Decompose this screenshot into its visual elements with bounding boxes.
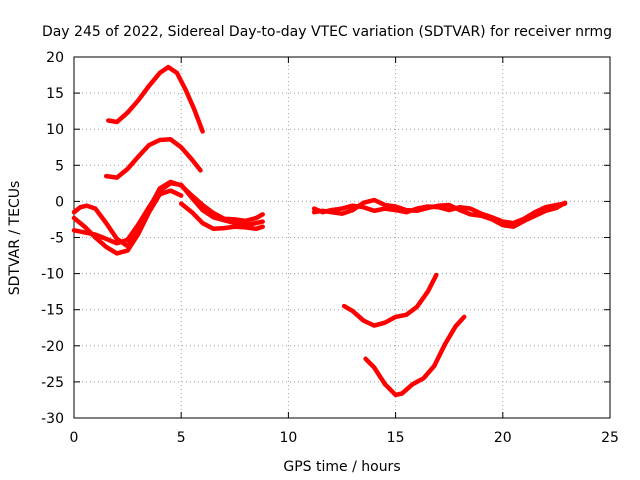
x-axis-label: GPS time / hours [283, 459, 400, 475]
series-line-track-8 [311, 197, 568, 229]
x-tick-label: 10 [279, 430, 297, 446]
x-tick-label: 0 [70, 430, 79, 446]
y-tick-label: 10 [46, 122, 64, 138]
series-line-track-1 [106, 64, 205, 134]
y-axis-label: SDTVAR / TECUs [7, 181, 23, 296]
x-tick-label: 25 [601, 430, 619, 446]
tick-layer: 0 5 10 15 20 25 -30 -25 -20 -15 -10 -5 0 5 10 15 20 [41, 50, 619, 446]
x-tick-label: 20 [494, 430, 512, 446]
y-tick-label: 20 [46, 50, 64, 66]
series-line-track-9 [341, 272, 439, 328]
y-tick-label: -30 [41, 411, 64, 427]
y-tick-label: -10 [41, 267, 64, 283]
x-tick-label: 15 [387, 430, 405, 446]
x-tick-label: 5 [177, 430, 186, 446]
y-tick-label: -20 [41, 339, 64, 355]
series-line-track-2 [103, 137, 203, 180]
chart-title: Day 245 of 2022, Sidereal Day-to-day VTE… [42, 24, 612, 40]
series-line-track-6 [178, 201, 265, 232]
grid-layer [74, 57, 610, 418]
y-tick-label: -5 [50, 231, 64, 247]
series-line-track-5 [71, 179, 265, 249]
y-tick-label: 5 [55, 158, 64, 174]
y-tick-label: 15 [46, 86, 64, 102]
y-tick-label: -15 [41, 303, 64, 319]
series-layer [71, 64, 568, 398]
series-line-track-10 [363, 314, 467, 398]
y-tick-label: 0 [55, 194, 64, 210]
y-tick-label: -25 [41, 375, 64, 391]
